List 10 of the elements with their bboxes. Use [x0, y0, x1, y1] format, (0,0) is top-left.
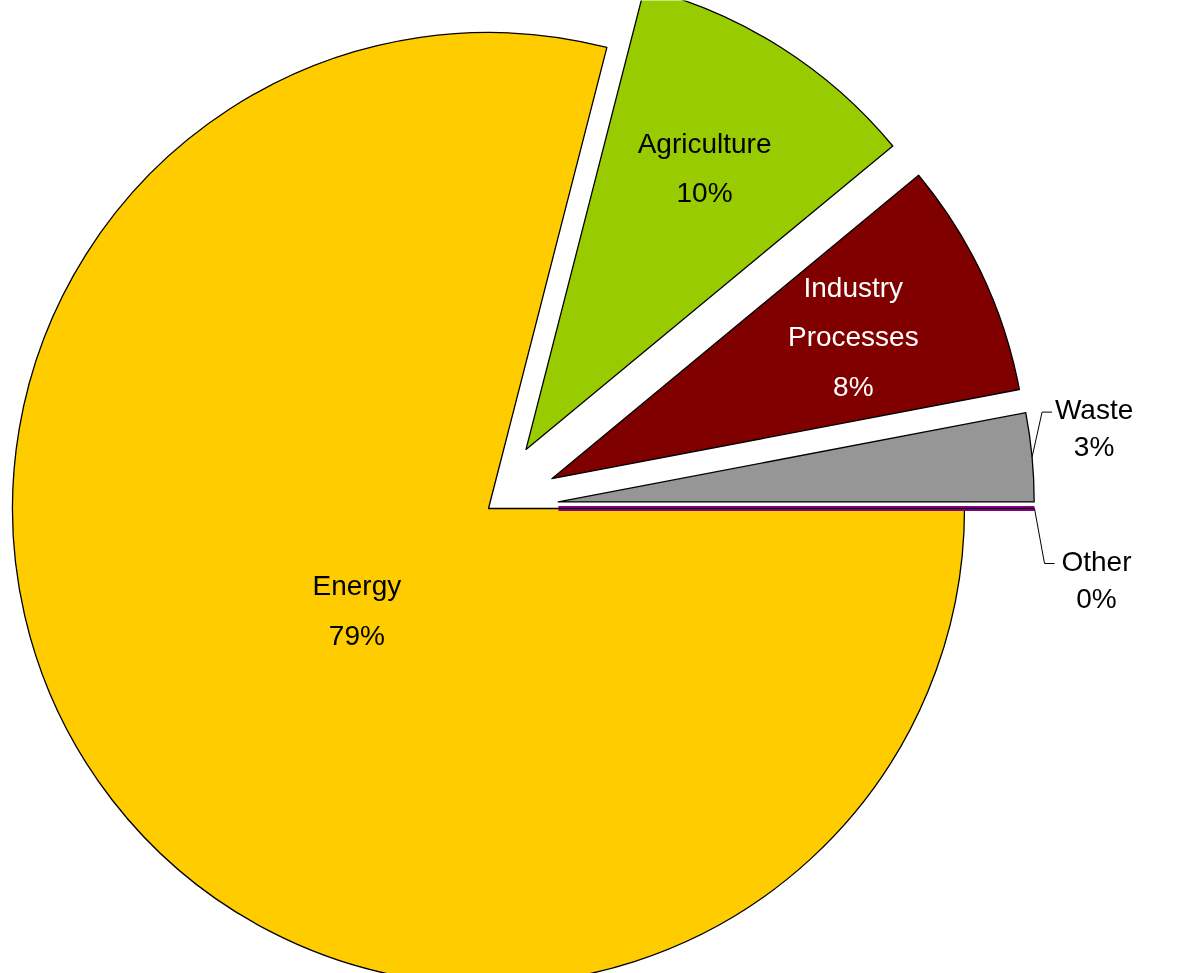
slice-label: Waste	[1054, 394, 1134, 426]
data-label: 3%	[1073, 431, 1115, 463]
text: 0%	[1076, 582, 1117, 614]
data-label: 79%	[328, 619, 385, 651]
slice-label: Industry Processes	[787, 271, 919, 353]
slice-label: Energy	[312, 570, 402, 602]
slice-label: Agriculture	[637, 127, 772, 159]
category-label: Other	[1061, 545, 1132, 577]
data-label: 10%	[676, 177, 733, 209]
data-label: 8%	[833, 370, 874, 402]
